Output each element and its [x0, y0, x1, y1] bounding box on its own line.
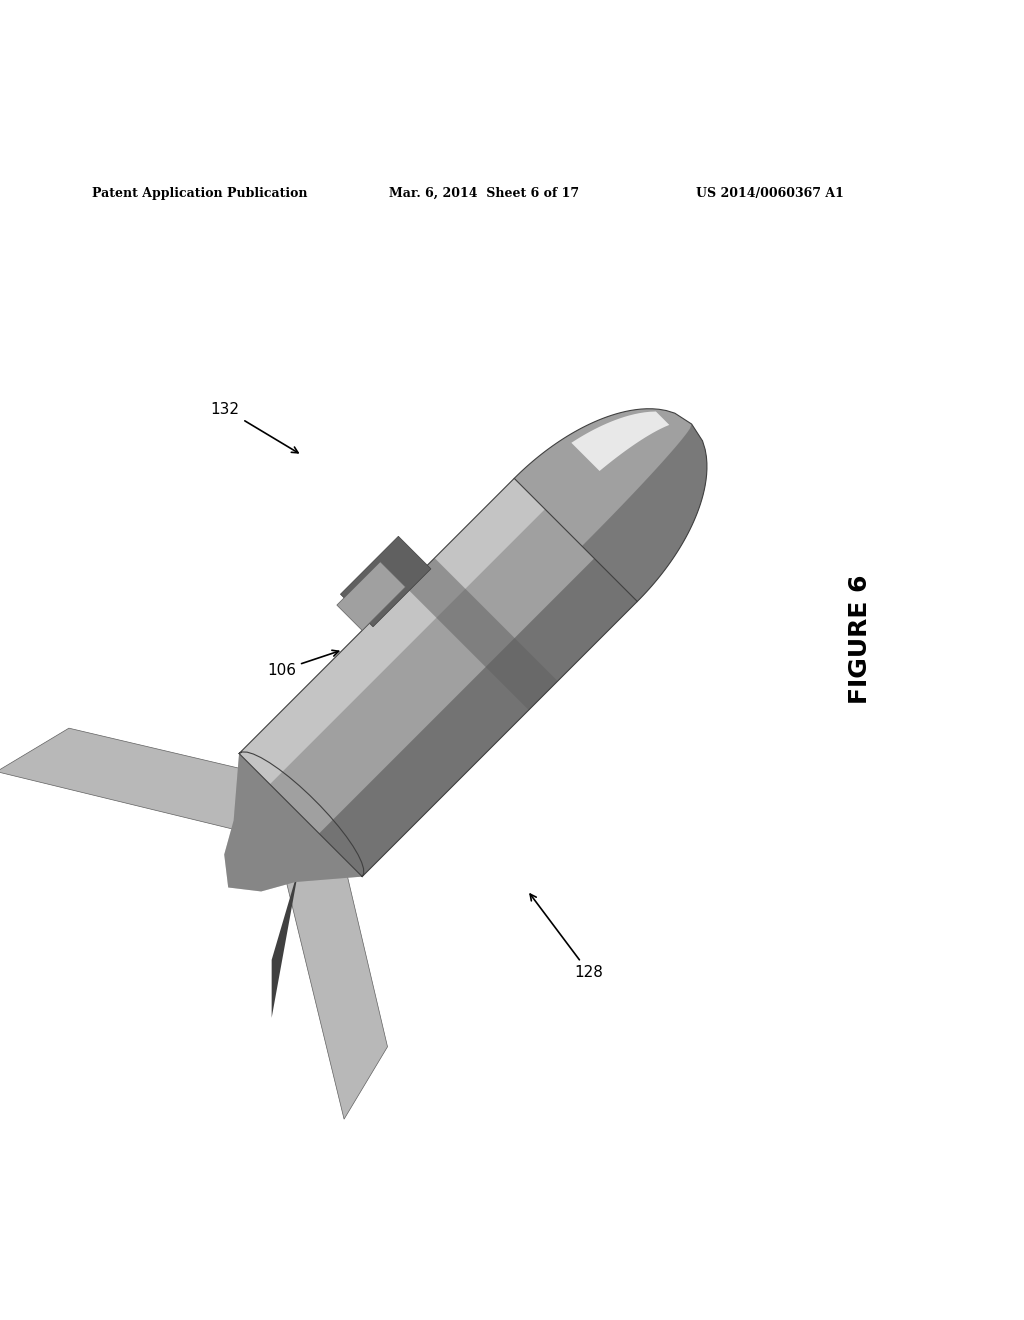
Polygon shape — [271, 837, 308, 1018]
Polygon shape — [224, 754, 362, 891]
Polygon shape — [319, 558, 637, 876]
Polygon shape — [0, 729, 315, 837]
Polygon shape — [340, 536, 431, 627]
Text: US 2014/0060367 A1: US 2014/0060367 A1 — [696, 187, 844, 199]
Polygon shape — [406, 558, 558, 710]
Text: 106: 106 — [267, 651, 339, 677]
Polygon shape — [514, 409, 707, 602]
Text: 128: 128 — [530, 894, 603, 979]
Text: 128a: 128a — [455, 560, 572, 616]
Text: Patent Application Publication: Patent Application Publication — [92, 187, 307, 199]
Text: FIGURE 6: FIGURE 6 — [848, 574, 872, 705]
Polygon shape — [337, 561, 406, 631]
Polygon shape — [239, 478, 545, 784]
Text: 100: 100 — [406, 751, 439, 805]
Polygon shape — [571, 412, 670, 471]
Polygon shape — [239, 478, 637, 876]
Polygon shape — [582, 424, 707, 602]
Polygon shape — [279, 800, 387, 1119]
Text: 130: 130 — [329, 751, 373, 826]
Text: 132: 132 — [211, 401, 298, 453]
Text: Mar. 6, 2014  Sheet 6 of 17: Mar. 6, 2014 Sheet 6 of 17 — [389, 187, 580, 199]
Polygon shape — [224, 754, 362, 891]
